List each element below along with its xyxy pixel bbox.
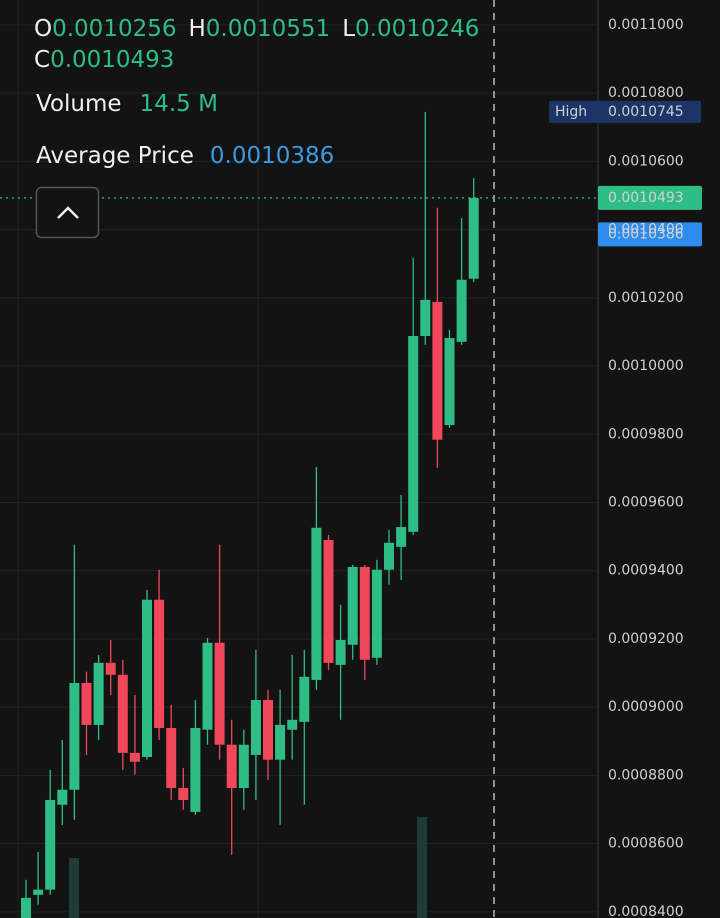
candle-body: [33, 889, 44, 895]
candle-body: [129, 752, 140, 762]
candle-body: [335, 639, 346, 665]
collapse-button[interactable]: [35, 186, 100, 239]
low-value: 0.0010246: [355, 16, 479, 42]
candle-body: [250, 700, 261, 755]
open-value: 0.0010256: [52, 16, 176, 42]
volume-bar: [69, 858, 79, 918]
collapse-icon[interactable]: [57, 206, 79, 219]
close-value: 0.0010493: [50, 47, 174, 73]
candle-body: [371, 569, 382, 658]
candle-body: [81, 682, 92, 725]
candle-body: [166, 727, 177, 789]
high-value: 0.0010551: [206, 16, 330, 42]
overlay: 0.0010493 0.0010386 High 0.0010745: [0, 100, 702, 247]
y-tick-label: 0.0009200: [608, 631, 684, 647]
candle-body: [359, 566, 370, 660]
candle-body: [396, 527, 407, 547]
candle-body: [190, 727, 201, 812]
y-tick-label: 0.0009600: [608, 494, 684, 510]
candle-body: [154, 599, 165, 728]
candle-body: [311, 527, 322, 680]
candle-body: [178, 788, 189, 800]
candle-body: [21, 897, 31, 918]
candle-body: [444, 338, 455, 426]
candle-body: [420, 299, 431, 337]
high-label: H: [189, 16, 206, 42]
candle-body: [93, 662, 104, 725]
y-tick-label: 0.0010000: [608, 358, 684, 374]
candle-body: [226, 744, 237, 789]
y-tick-label: 0.0009000: [608, 699, 684, 715]
candle-body: [45, 799, 56, 890]
candle-body: [57, 789, 68, 805]
candle-body: [105, 662, 116, 675]
low-label: L: [342, 16, 355, 42]
volume-bar: [417, 817, 427, 918]
high-badge-box: [549, 100, 701, 123]
candle-body: [202, 642, 213, 730]
candle-body: [456, 279, 467, 342]
high-badge-label: High: [555, 104, 587, 120]
candle-body: [287, 719, 298, 730]
last-price-badge: [598, 185, 702, 210]
y-tick-label: 0.0010800: [608, 85, 684, 101]
volume-value: 14.5 M: [140, 91, 218, 117]
candle-body: [263, 700, 273, 760]
volume-label: Volume: [36, 91, 122, 117]
candle-body: [384, 542, 394, 570]
volume-line: Volume 14.5 M: [36, 91, 218, 117]
close-line: C0.0010493: [34, 47, 174, 73]
candle-body: [69, 682, 80, 790]
average-badge: [598, 222, 702, 247]
candle-body: [468, 197, 479, 279]
collapse-button-frame[interactable]: [35, 186, 100, 239]
y-tick-label: 0.0009800: [608, 426, 684, 442]
candle-body: [299, 676, 310, 722]
y-tick-label: 0.0009400: [608, 563, 684, 579]
candle-body: [117, 674, 128, 753]
candle-body: [142, 599, 152, 757]
close-label: C: [34, 47, 50, 73]
y-tick-label: 0.0008600: [608, 836, 684, 852]
open-label: O: [34, 16, 52, 42]
average-price-label: 0.0010386: [608, 226, 684, 242]
y-tick-label: 0.0010400: [608, 222, 684, 238]
average-value: 0.0010386: [210, 143, 334, 169]
grid: [0, 0, 598, 918]
candle-body: [408, 336, 419, 532]
average-line: Average Price 0.0010386: [36, 143, 334, 169]
candle-body: [347, 566, 358, 645]
y-tick-label: 0.0011000: [608, 17, 684, 33]
y-tick-label: 0.0010600: [608, 153, 684, 169]
candle-body: [432, 301, 443, 440]
y-tick-label: 0.0008800: [608, 767, 684, 783]
candle-body: [275, 724, 286, 760]
last-price-label: 0.0010493: [608, 190, 684, 206]
candle-body: [238, 744, 249, 789]
candle-body: [214, 642, 225, 745]
candle-body: [323, 540, 334, 663]
y-tick-label: 0.0008400: [608, 904, 684, 918]
y-tick-label: 0.0010200: [608, 290, 684, 306]
high-badge-value: 0.0010745: [608, 104, 684, 120]
candles: [21, 111, 479, 918]
ohlc-line: O0.0010256 H0.0010551 L0.0010246: [34, 16, 479, 42]
average-label: Average Price: [36, 143, 194, 169]
